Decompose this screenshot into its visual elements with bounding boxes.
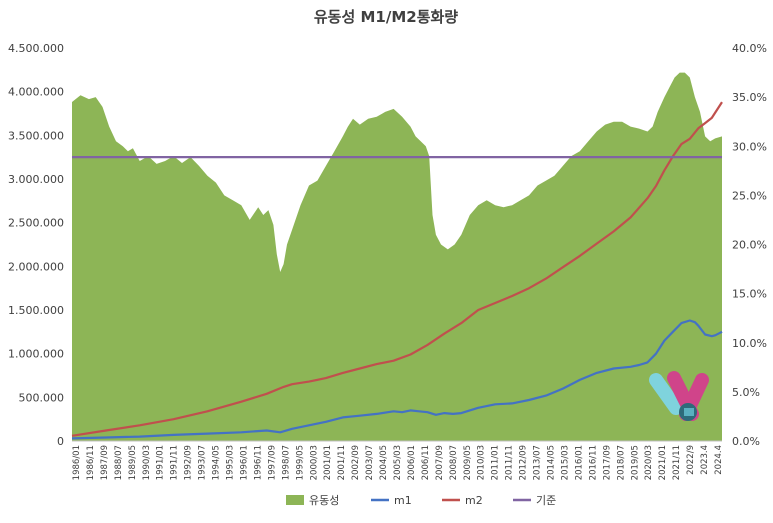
x-tick-label: 2010/03 <box>477 445 487 480</box>
logo-book <box>684 408 694 416</box>
x-tick-label: 1986/11 <box>86 445 96 480</box>
x-tick-label: 2007/09 <box>435 445 445 480</box>
x-tick-label: 2008/07 <box>449 445 459 480</box>
x-tick-label: 2019/05 <box>630 445 640 480</box>
series-1-area <box>72 72 722 441</box>
x-tick-label: 2017/09 <box>602 445 612 480</box>
y-tick-label-right: 10.0% <box>732 337 767 350</box>
y-tick-label-right: 0.0% <box>732 435 760 448</box>
x-tick-label: 2001/11 <box>337 445 347 480</box>
x-tick-label: 2009/05 <box>463 445 473 480</box>
legend-label: m2 <box>465 494 483 507</box>
y-tick-label-left: 2.000.000 <box>8 260 64 273</box>
x-tick-label: 2016/11 <box>588 445 598 480</box>
x-tick-label: 2006/01 <box>407 445 417 480</box>
y-tick-label-right: 40.0% <box>732 42 767 55</box>
x-tick-label: 1996/01 <box>239 445 249 480</box>
x-tick-label: 1996/11 <box>253 445 263 480</box>
x-tick-label: 2002/09 <box>351 445 361 480</box>
x-tick-label: 2014/05 <box>546 445 556 480</box>
x-tick-label: 2021/11 <box>672 445 682 480</box>
y-tick-label-left: 1.500.000 <box>8 304 64 317</box>
x-tick-label: 2000/03 <box>309 445 319 480</box>
axis-layer: 0 500.000 1.000.000 1.500.000 2.000.000 2.500… <box>8 42 767 480</box>
y-tick-label-right: 30.0% <box>732 140 767 153</box>
y-tick-label-right: 20.0% <box>732 239 767 252</box>
x-tick-label: 2024.4 <box>714 445 724 475</box>
x-tick-label: 2022/9 <box>686 445 696 475</box>
x-tick-label: 2004/05 <box>379 445 389 480</box>
logo-stroke-cyan <box>649 373 683 415</box>
x-tick-label: 1989/05 <box>128 445 138 480</box>
x-tick-label: 1987/09 <box>100 445 110 480</box>
legend-label: m1 <box>394 494 412 507</box>
x-tick-label: 1992/09 <box>184 445 194 480</box>
x-tick-label: 2020/03 <box>644 445 654 480</box>
x-tick-label: 2016/01 <box>574 445 584 480</box>
y-tick-label-left: 2.500.000 <box>8 217 64 230</box>
series-2-line <box>71 319 723 440</box>
x-tick-label: 2013/07 <box>533 445 543 480</box>
x-tick-label: 1994/05 <box>212 445 222 480</box>
x-tick-label: 1991/11 <box>170 445 180 480</box>
x-tick-label: 1988/07 <box>114 445 124 480</box>
y-tick-label-left: 4.500.000 <box>8 42 64 55</box>
logo-mark <box>649 371 709 421</box>
legend-label: 기준 <box>536 494 556 507</box>
chart-title: 유동성 M1/M2통화량 <box>314 8 458 26</box>
x-tick-label: 2015/03 <box>560 445 570 480</box>
x-tick-label: 2012/09 <box>519 445 529 480</box>
x-tick-label: 1999/05 <box>295 445 305 480</box>
x-tick-label: 1997/09 <box>267 445 277 480</box>
x-tick-label: 2011/11 <box>505 445 515 480</box>
line-layer <box>71 101 723 440</box>
x-tick-label: 2021/01 <box>658 445 668 480</box>
x-tick-label: 2006/11 <box>421 445 431 480</box>
x-tick-label: 1986/01 <box>72 445 82 480</box>
x-tick-label: 2011/01 <box>491 445 501 480</box>
y-tick-label-left: 1.000.000 <box>8 348 64 361</box>
x-tick-label: 1991/01 <box>156 445 166 480</box>
legend-swatch <box>286 495 304 505</box>
y-tick-label-left: 0 <box>57 435 64 448</box>
x-tick-label: 1993/07 <box>198 445 208 480</box>
x-tick-label: 2003/07 <box>365 445 375 480</box>
y-tick-label-right: 35.0% <box>732 91 767 104</box>
area-layer <box>72 72 722 441</box>
y-tick-label-left: 500.000 <box>19 391 65 404</box>
y-tick-label-right: 25.0% <box>732 189 767 202</box>
x-tick-label: 1995/03 <box>225 445 235 480</box>
y-tick-label-left: 3.000.000 <box>8 173 64 186</box>
x-tick-label: 2023.4 <box>700 445 710 475</box>
legend: 유동성 m1 m2 기준 <box>286 494 556 507</box>
x-tick-label: 2005/03 <box>393 445 403 480</box>
x-tick-label: 1998/07 <box>281 445 291 480</box>
x-tick-label: 2001/01 <box>323 445 333 480</box>
x-tick-label: 1990/03 <box>142 445 152 480</box>
y-tick-label-right: 5.0% <box>732 386 760 399</box>
y-tick-label-left: 4.000.000 <box>8 86 64 99</box>
series-3-line <box>71 101 723 437</box>
x-tick-label: 2018/07 <box>616 445 626 480</box>
y-tick-label-right: 15.0% <box>732 288 767 301</box>
y-tick-label-left: 3.500.000 <box>8 129 64 142</box>
legend-label: 유동성 <box>309 494 339 507</box>
